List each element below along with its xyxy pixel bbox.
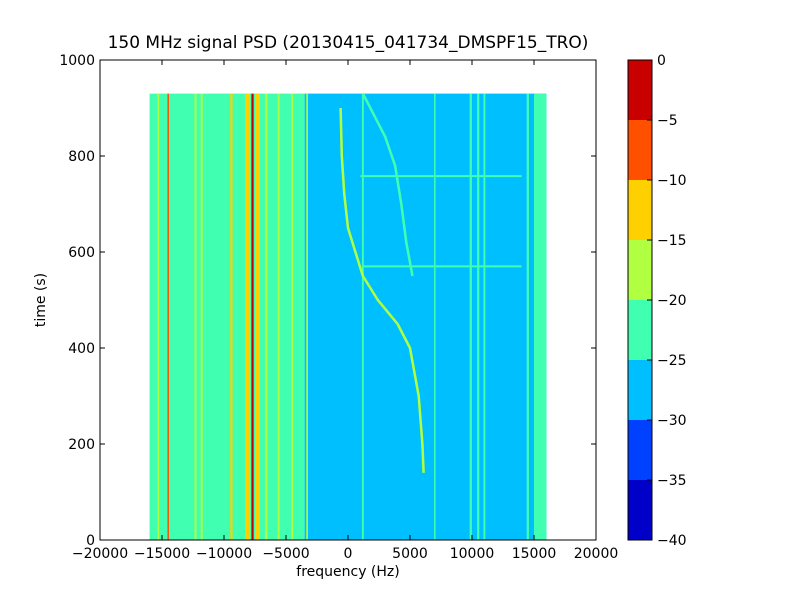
colorbar-segment	[628, 240, 652, 300]
colorbar-segment	[628, 360, 652, 420]
x-axis-label: frequency (Hz)	[296, 564, 399, 580]
y-tick-label: 0	[86, 533, 95, 549]
doppler-signal-trace	[339, 107, 425, 473]
x-axis: −20000 −15000 −10000 −5000 0 5000 10000 15000 20…	[72, 60, 618, 562]
colorbar-tick-label: −30	[657, 413, 687, 429]
y-tick-label: 600	[68, 245, 95, 261]
colorbar-tick-label: −20	[657, 293, 687, 309]
colorbar-segment	[628, 420, 652, 480]
y-axis: 0 200 400 600 800 1000	[59, 53, 596, 549]
colorbar-tick-label: −5	[657, 113, 678, 129]
x-tick-label: 0	[344, 546, 353, 562]
colorbar-tick-label: 0	[657, 53, 666, 69]
x-tick-label: −5000	[262, 546, 309, 562]
chart-title: 150 MHz signal PSD (20130415_041734_DMSP…	[108, 33, 589, 53]
y-tick-label: 800	[68, 149, 95, 165]
psd-band	[149, 93, 305, 540]
colorbar: 0 −5 −10 −15 −20 −25 −30 −35 −40	[627, 53, 687, 549]
psd-band	[362, 93, 547, 540]
x-tick-label: 10000	[450, 546, 495, 562]
colorbar-tick-label: −35	[657, 473, 687, 489]
x-tick-label: −15000	[134, 546, 190, 562]
x-tick-label: −20000	[72, 546, 128, 562]
doppler-signal-trace	[361, 93, 414, 277]
y-tick-label: 200	[68, 437, 95, 453]
x-tick-label: 20000	[574, 546, 619, 562]
x-tick-label: 5000	[392, 546, 428, 562]
colorbar-tick-label: −15	[657, 233, 687, 249]
colorbar-segment	[628, 60, 652, 120]
colorbar-tick-label: −40	[657, 533, 687, 549]
colorbar-segment	[628, 120, 652, 180]
colorbar-segment	[628, 180, 652, 240]
psd-band	[304, 93, 363, 540]
y-axis-label: time (s)	[33, 273, 49, 327]
x-tick-label: 15000	[512, 546, 557, 562]
x-tick-label: −10000	[196, 546, 252, 562]
y-tick-label: 400	[68, 341, 95, 357]
colorbar-tick-label: −25	[657, 353, 687, 369]
heatmap-layer	[149, 93, 547, 540]
colorbar-segment	[628, 300, 652, 360]
colorbar-segment	[628, 480, 652, 540]
y-tick-label: 1000	[59, 53, 95, 69]
colorbar-tick-label: −10	[657, 173, 687, 189]
